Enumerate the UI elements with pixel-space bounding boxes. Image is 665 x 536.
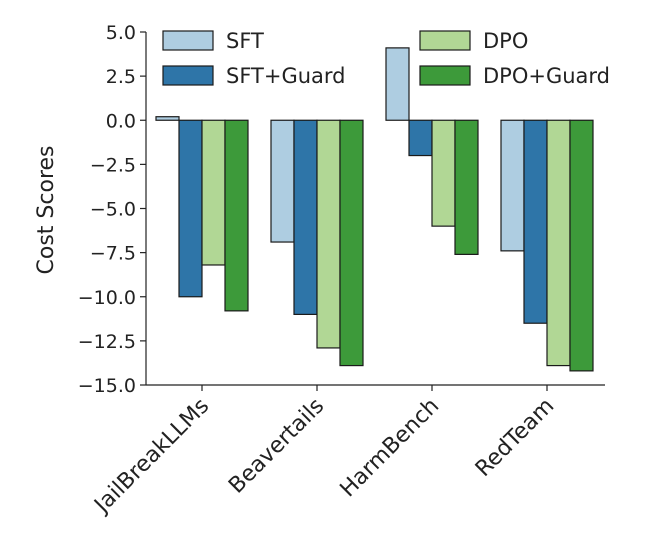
legend-label: SFT <box>226 29 264 53</box>
y-tick-label: −12.5 <box>78 331 136 353</box>
x-tick-label: Beavertails <box>224 394 329 499</box>
y-tick-label: 5.0 <box>106 22 136 44</box>
y-tick-label: 2.5 <box>106 66 136 88</box>
y-axis: 5.0 2.5 0.0 −2.5 −5.0 −7.5 −10.0 −12.5 −15.0 <box>78 22 147 397</box>
y-tick-label: −7.5 <box>90 243 136 265</box>
bar-jailbreakllms-sft <box>155 116 180 121</box>
legend-swatch <box>419 30 471 51</box>
x-tick-label: HarmBench <box>336 394 445 503</box>
x-tick-label: RedTeam <box>471 394 559 482</box>
y-tick-label: −15.0 <box>78 375 136 397</box>
bar-beavertails-dpo-plus-guard <box>339 119 364 367</box>
legend-label: DPO+Guard <box>483 64 610 88</box>
legend-swatch <box>162 65 214 86</box>
bar-harmbench-dpo <box>431 119 456 227</box>
bar-jailbreakllms-dpo-plus-guard <box>224 119 249 312</box>
legend: SFT SFT+Guard DPO DPO+Guard <box>162 29 610 88</box>
bar-beavertails-dpo <box>316 119 341 349</box>
bar-redteam-dpo-plus-guard <box>569 119 594 372</box>
legend-label: DPO <box>483 29 528 53</box>
y-tick-label: −5.0 <box>90 199 136 221</box>
bar-harmbench-sft-plus-guard <box>408 119 433 157</box>
y-axis-title: Cost Scores <box>34 146 59 275</box>
legend-swatch <box>162 30 214 51</box>
bars <box>155 47 594 372</box>
y-tick-label: −10.0 <box>78 287 136 309</box>
bar-redteam-sft <box>500 119 525 252</box>
legend-swatch <box>419 65 471 86</box>
legend-label: SFT+Guard <box>226 64 346 88</box>
bar-jailbreakllms-dpo <box>201 119 226 266</box>
bar-redteam-dpo <box>546 119 571 367</box>
bar-jailbreakllms-sft-plus-guard <box>178 119 203 298</box>
bar-beavertails-sft <box>270 119 295 243</box>
bar-harmbench-sft <box>385 47 410 121</box>
x-axis: JailBreakLLMs Beavertails HarmBench RedTeam <box>89 384 605 520</box>
bar-beavertails-sft-plus-guard <box>293 119 318 315</box>
y-tick-label: −2.5 <box>90 154 136 176</box>
y-tick-label: 0.0 <box>106 110 136 132</box>
bar-redteam-sft-plus-guard <box>523 119 548 324</box>
bar-harmbench-dpo-plus-guard <box>454 119 479 255</box>
x-tick-label: JailBreakLLMs <box>89 394 215 520</box>
